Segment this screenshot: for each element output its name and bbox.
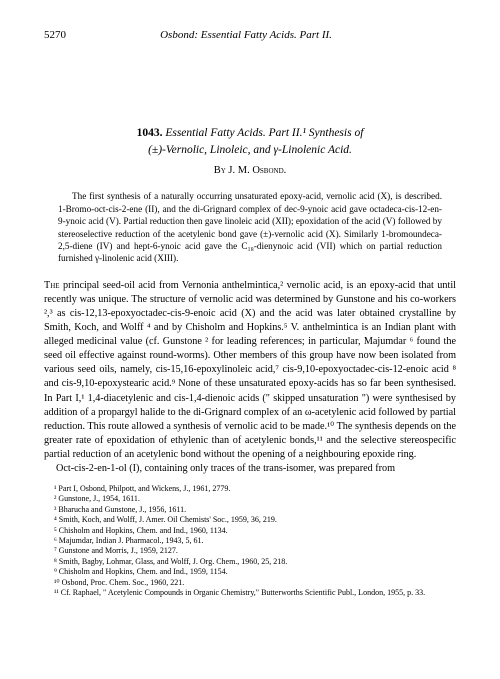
body-text: The principal seed-oil acid from Vernoni… xyxy=(44,279,456,476)
byline: By J. M. Osbond. xyxy=(44,164,456,178)
footnotes: ¹ Part I, Osbond, Philpott, and Wickens,… xyxy=(44,484,456,598)
footnote: ³ Bharucha and Gunstone, J., 1956, 1611. xyxy=(44,505,456,515)
page-number: 5270 xyxy=(44,28,66,43)
footnote: ⁷ Gunstone and Morris, J., 1959, 2127. xyxy=(44,546,456,556)
footnote: ¹¹ Cf. Raphael, " Acetylenic Compounds i… xyxy=(44,588,456,598)
abstract-text: The first synthesis of a naturally occur… xyxy=(58,190,442,265)
title-line-1: Essential Fatty Acids. Part II.¹ Synthes… xyxy=(165,127,363,139)
footnote: ² Gunstone, J., 1954, 1611. xyxy=(44,494,456,504)
page-header: 5270 Osbond: Essential Fatty Acids. Part… xyxy=(44,28,456,43)
article-number: 1043. xyxy=(137,127,163,139)
running-title: Osbond: Essential Fatty Acids. Part II. xyxy=(66,28,456,43)
body-p1: The principal seed-oil acid from Vernoni… xyxy=(44,279,456,462)
lead-smallcaps: The xyxy=(44,280,60,291)
body-p2: Oct-cis-2-en-1-ol (I), containing only t… xyxy=(44,462,456,476)
footnote: ⁴ Smith, Koch, and Wolff, J. Amer. Oil C… xyxy=(44,515,456,525)
title-line-2: (±)-Vernolic, Linoleic, and γ-Linolenic … xyxy=(148,144,352,156)
abstract: The first synthesis of a naturally occur… xyxy=(58,190,442,265)
footnote: ⁵ Chisholm and Hopkins, Chem. and Ind., … xyxy=(44,526,456,536)
article-title: 1043. Essential Fatty Acids. Part II.¹ S… xyxy=(44,125,456,158)
footnote: ⁶ Majumdar, Indian J. Pharmacol., 1943, … xyxy=(44,536,456,546)
footnote: ¹⁰ Osbond, Proc. Chem. Soc., 1960, 221. xyxy=(44,578,456,588)
footnote: ¹ Part I, Osbond, Philpott, and Wickens,… xyxy=(44,484,456,494)
footnote: ⁹ Chisholm and Hopkins, Chem. and Ind., … xyxy=(44,567,456,577)
body-p1-rest: principal seed-oil acid from Vernonia an… xyxy=(44,280,456,460)
footnote: ⁸ Smith, Bagby, Lohmar, Glass, and Wolff… xyxy=(44,557,456,567)
